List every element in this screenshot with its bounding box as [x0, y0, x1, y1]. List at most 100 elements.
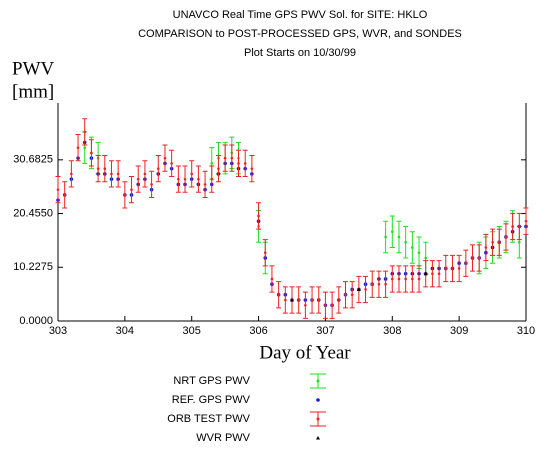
point	[83, 146, 87, 149]
point	[397, 277, 401, 281]
point	[183, 177, 187, 181]
point	[437, 272, 441, 276]
point	[356, 287, 361, 291]
x-tick-label: 307	[316, 325, 334, 337]
point	[223, 156, 227, 160]
point	[136, 177, 140, 181]
point	[518, 225, 521, 228]
y-axis-label: PWV	[12, 58, 55, 79]
point	[444, 267, 448, 270]
point	[518, 240, 521, 244]
point	[284, 298, 287, 302]
point	[504, 235, 508, 239]
x-tick-label: 309	[450, 325, 468, 337]
point	[170, 162, 173, 165]
point	[497, 240, 501, 244]
point	[110, 172, 113, 176]
point	[451, 267, 454, 270]
point	[350, 293, 354, 297]
point	[464, 261, 468, 265]
point	[163, 156, 167, 160]
point	[304, 303, 307, 307]
point	[297, 298, 300, 302]
point	[270, 277, 274, 281]
point	[116, 172, 120, 176]
point	[377, 282, 381, 286]
x-tick-label: 308	[383, 325, 401, 337]
point	[477, 256, 481, 260]
legend-label: REF. GPS PWV	[172, 394, 251, 406]
point	[491, 240, 494, 244]
x-tick-label: 304	[116, 325, 134, 337]
point	[90, 151, 93, 155]
point	[237, 162, 240, 165]
point	[103, 167, 107, 170]
title-line: COMPARISON to POST-PROCESSED GPS, WVR, a…	[138, 28, 462, 40]
point	[384, 282, 387, 286]
point	[417, 251, 421, 255]
legend-marker	[316, 417, 320, 421]
point	[390, 277, 394, 281]
y-axis-label: [mm]	[12, 81, 54, 102]
point	[511, 225, 514, 228]
point	[130, 188, 133, 191]
point	[411, 246, 414, 249]
point	[263, 251, 267, 255]
y-tick-label: 0.0000	[19, 315, 53, 327]
point	[243, 162, 247, 165]
point	[431, 272, 434, 276]
x-tick-label: 310	[517, 325, 535, 337]
point	[417, 277, 421, 281]
point	[197, 177, 200, 181]
point	[471, 256, 474, 260]
point	[524, 219, 528, 223]
point	[324, 303, 327, 307]
y-tick-label: 20.4550	[13, 207, 53, 219]
point	[370, 282, 374, 286]
point	[404, 277, 407, 281]
point	[404, 240, 407, 244]
point	[83, 130, 87, 134]
point	[484, 246, 488, 249]
point	[177, 177, 180, 181]
point	[397, 235, 401, 239]
point	[63, 193, 66, 197]
title-line: Plot Starts on 10/30/99	[244, 47, 356, 59]
point	[457, 267, 461, 270]
y-tick-label: 30.6825	[13, 154, 53, 166]
point	[310, 298, 314, 302]
point	[390, 230, 394, 233]
point	[317, 298, 321, 302]
point	[250, 167, 254, 170]
point	[56, 188, 60, 191]
point	[76, 146, 80, 149]
point	[217, 167, 220, 170]
legend-label: ORB TEST PWV	[167, 413, 250, 425]
legend-marker	[316, 398, 320, 402]
point	[384, 235, 387, 239]
point	[123, 193, 127, 197]
x-tick-label: 303	[49, 325, 67, 337]
x-tick-label: 305	[183, 325, 201, 337]
point	[96, 167, 100, 170]
legend-label: WVR PWV	[196, 432, 250, 444]
point	[203, 183, 207, 186]
x-tick-label: 306	[249, 325, 267, 337]
legend-marker	[316, 379, 320, 383]
point	[424, 256, 428, 260]
point	[423, 271, 428, 276]
point	[337, 298, 341, 302]
y-tick-label: 10.2275	[13, 261, 53, 273]
point	[210, 162, 214, 165]
title-line: UNAVCO Real Time GPS PWV Sol. for SITE: …	[173, 9, 428, 21]
point	[330, 303, 334, 307]
point	[411, 277, 414, 281]
point	[70, 172, 73, 176]
point	[143, 172, 147, 176]
point	[156, 167, 160, 170]
point	[290, 297, 294, 302]
point	[344, 293, 347, 297]
legend-label: NRT GPS PWV	[173, 375, 250, 387]
